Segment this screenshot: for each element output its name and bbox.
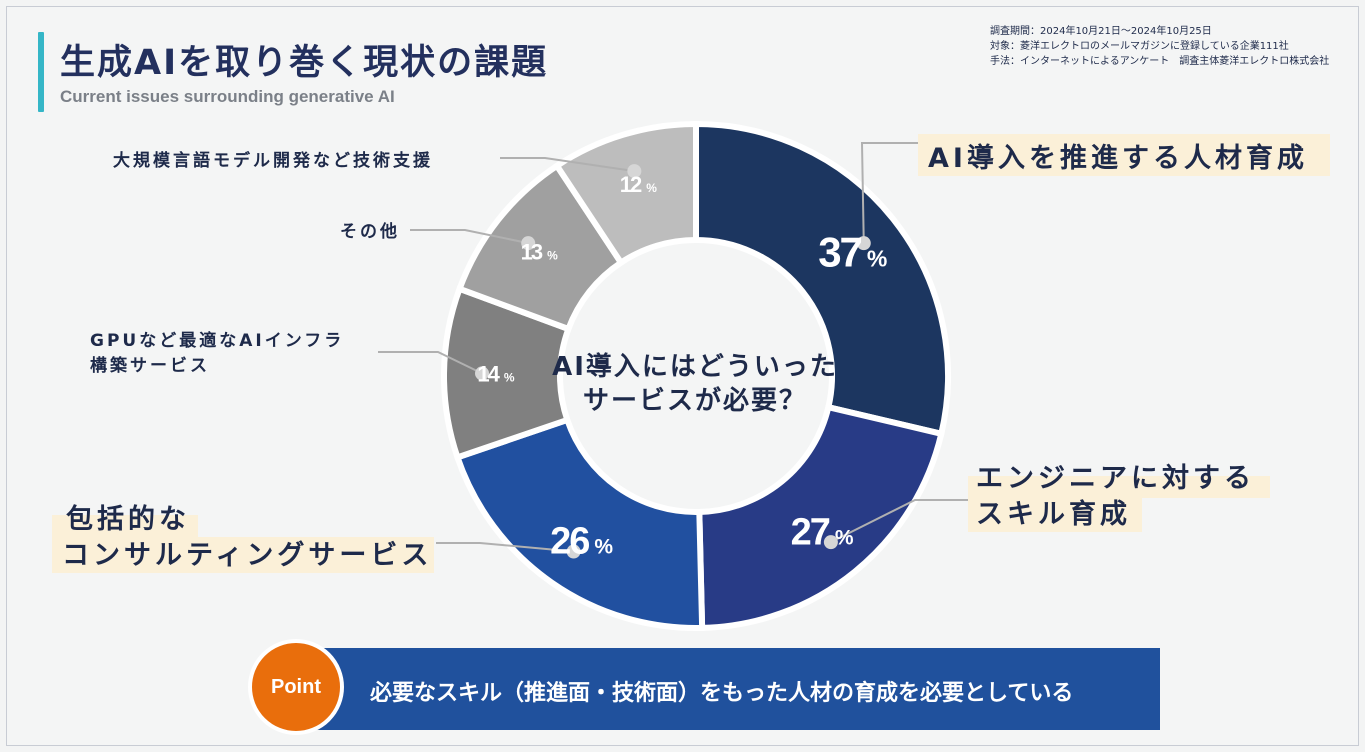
slice-marker-dot: [856, 236, 871, 251]
slice-value-label: 26%: [550, 520, 613, 562]
survey-meta: 調査期間：2024年10月21日～2024年10月25日 対象：菱洋エレクトロの…: [990, 24, 1329, 69]
donut-slice: [552, 120, 699, 267]
point-badge-label: Point: [271, 676, 321, 698]
label-gpu-line2: 構築サービス: [90, 356, 210, 376]
label-other: その他: [340, 222, 400, 242]
label-engineer-line2: スキル育成: [976, 499, 1131, 530]
donut-slice: [453, 416, 706, 631]
survey-period: 調査期間：2024年10月21日～2024年10月25日: [990, 26, 1212, 37]
title-accent-bar: [38, 32, 44, 112]
label-gpu-line1: GPUなど最適なAIインフラ: [90, 331, 345, 351]
leader-line: [410, 229, 529, 245]
leader-line: [830, 499, 968, 544]
label-highlight-talent: [918, 134, 1330, 176]
point-banner: [315, 648, 1160, 730]
label-highlight-engineer-2: [968, 498, 1142, 532]
survey-target: 対象：菱洋エレクトロのメールマガジンに登録している企業111社: [990, 41, 1289, 52]
label-llm: 大規模言語モデル開発など技術支援: [113, 151, 433, 171]
slice-marker-dot: [627, 164, 642, 179]
slice-value-label: 13%: [521, 240, 558, 265]
page-subtitle: Current issues surrounding generative AI: [60, 87, 395, 106]
point-text: 必要なスキル（推進面・技術面）をもった人材の育成を必要としている: [370, 681, 1074, 706]
slice-marker-dot: [521, 236, 536, 251]
leader-line: [378, 351, 483, 375]
page-title: 生成AIを取り巻く現状の課題: [60, 43, 549, 83]
slice-value-label: 27%: [791, 512, 854, 554]
leader-line: [500, 157, 635, 173]
slice-value-label: 12%: [620, 172, 657, 197]
slice-marker-dot: [566, 544, 581, 559]
leader-line: [860, 142, 918, 244]
slice-value-label: 37%: [818, 229, 887, 276]
slice-marker-dot: [475, 366, 490, 381]
donut-slice: [693, 120, 951, 438]
center-question: AI導入にはどういった サービスが必要？: [520, 350, 870, 418]
label-consulting-line1: 包括的な: [66, 504, 190, 535]
label-consulting-line2: コンサルティングサービス: [62, 540, 433, 571]
center-question-line1: AI導入にはどういった: [552, 352, 838, 382]
label-engineer-line1: エンジニアに対する: [976, 463, 1255, 494]
label-highlight-engineer: [968, 476, 1270, 498]
donut-slice: [696, 403, 945, 631]
slice-marker-dot: [823, 535, 838, 550]
label-highlight-consulting: [52, 515, 198, 537]
leader-line: [436, 542, 574, 553]
label-talent: AI導入を推進する人材育成: [928, 143, 1308, 174]
point-badge: Point: [248, 639, 344, 735]
survey-method: 手法：インターネットによるアンケート 調査主体菱洋エレクトロ株式会社: [990, 56, 1330, 67]
center-question-line2: サービスが必要？: [582, 386, 807, 416]
label-highlight-consulting-2: [52, 537, 434, 573]
